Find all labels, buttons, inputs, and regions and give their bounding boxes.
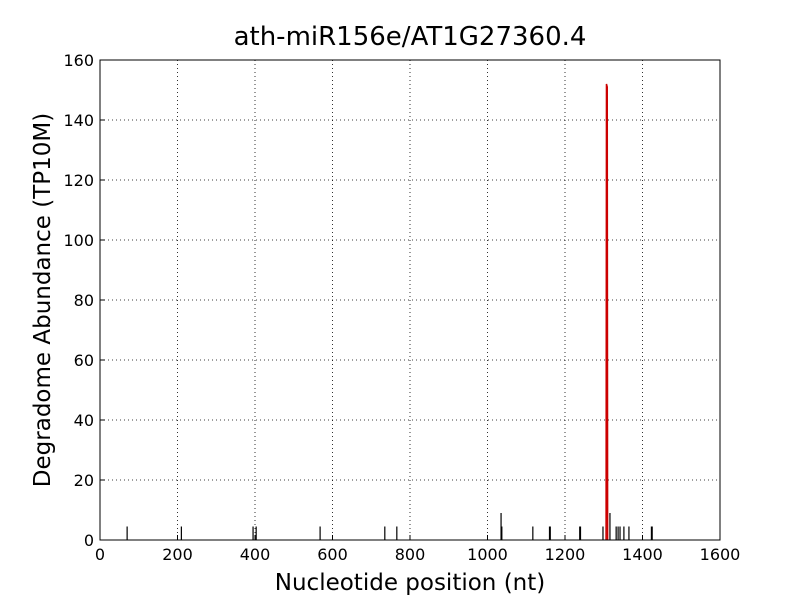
y-axis-label: Degradome Abundance (TP10M) xyxy=(30,113,56,487)
series-line xyxy=(605,83,609,541)
y-tick-label: 20 xyxy=(74,471,94,490)
plot-frame xyxy=(99,59,721,541)
y-tick-label: 100 xyxy=(63,231,94,250)
x-tick-label: 200 xyxy=(162,545,193,564)
y-tick-label: 120 xyxy=(63,171,94,190)
x-tick-label: 600 xyxy=(317,545,348,564)
x-tick-label: 1400 xyxy=(622,545,663,564)
x-tick-label: 1200 xyxy=(545,545,586,564)
y-tick-label: 0 xyxy=(84,531,94,550)
y-tick-label: 40 xyxy=(74,411,94,430)
x-axis-label: Nucleotide position (nt) xyxy=(275,570,545,596)
y-tick-label: 140 xyxy=(63,111,94,130)
x-tick-label: 400 xyxy=(240,545,271,564)
x-tick-label: 800 xyxy=(395,545,426,564)
plot-area: 0 200 400 600 800 1000 1200 1400 1600 0 20 40 60 80 10… xyxy=(63,51,740,564)
y-tick-label: 80 xyxy=(74,291,94,310)
y-tick-label: 60 xyxy=(74,351,94,370)
x-tick-label: 0 xyxy=(95,545,105,564)
x-tick-label: 1000 xyxy=(467,545,508,564)
x-tick-label: 1600 xyxy=(700,545,741,564)
chart-title: ath-miR156e/AT1G27360.4 xyxy=(234,22,587,52)
y-tick-label: 160 xyxy=(63,51,94,70)
